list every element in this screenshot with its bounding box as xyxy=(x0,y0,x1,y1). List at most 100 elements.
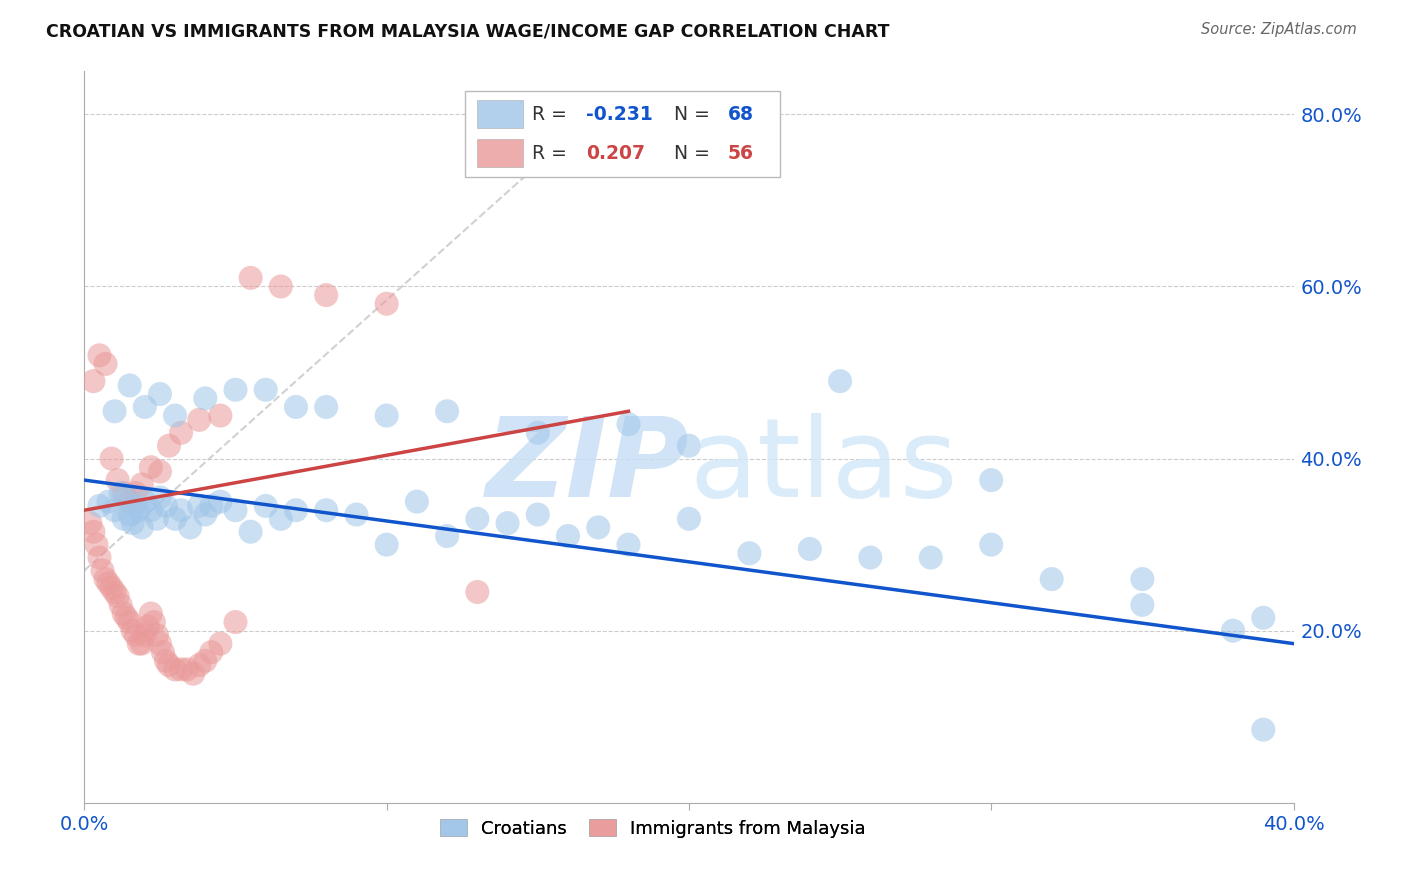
Point xyxy=(285,503,308,517)
Point xyxy=(131,477,153,491)
Point xyxy=(107,589,129,603)
Point xyxy=(270,279,292,293)
Point xyxy=(239,271,262,285)
Text: CROATIAN VS IMMIGRANTS FROM MALAYSIA WAGE/INCOME GAP CORRELATION CHART: CROATIAN VS IMMIGRANTS FROM MALAYSIA WAG… xyxy=(46,22,890,40)
Point xyxy=(194,508,217,522)
Point xyxy=(136,619,159,633)
Point xyxy=(181,666,204,681)
Point xyxy=(1040,572,1063,586)
FancyBboxPatch shape xyxy=(478,100,523,128)
Point xyxy=(89,348,111,362)
Point xyxy=(194,392,217,406)
Text: N =: N = xyxy=(675,105,716,124)
Point xyxy=(91,564,114,578)
Point xyxy=(97,576,120,591)
Point xyxy=(146,628,169,642)
Point xyxy=(467,512,489,526)
Legend: Croatians, Immigrants from Malaysia: Croatians, Immigrants from Malaysia xyxy=(433,812,873,845)
Point xyxy=(188,499,211,513)
Point xyxy=(527,425,550,440)
Point xyxy=(980,538,1002,552)
Point xyxy=(107,473,129,487)
Point xyxy=(1130,598,1153,612)
Point xyxy=(170,662,193,676)
Point xyxy=(225,383,247,397)
Point xyxy=(104,585,127,599)
Point xyxy=(139,607,162,621)
Point xyxy=(315,503,337,517)
Point xyxy=(115,491,138,505)
Text: 68: 68 xyxy=(728,105,754,124)
Point xyxy=(617,538,640,552)
Point xyxy=(239,524,262,539)
Point xyxy=(254,499,277,513)
Text: N =: N = xyxy=(675,144,716,162)
Point xyxy=(149,637,172,651)
Point xyxy=(678,439,700,453)
Point xyxy=(100,451,122,466)
Point xyxy=(125,486,148,500)
Point xyxy=(100,581,122,595)
Text: R =: R = xyxy=(531,105,572,124)
Point xyxy=(270,512,292,526)
Point xyxy=(155,654,177,668)
Point xyxy=(1253,611,1275,625)
Point xyxy=(128,637,150,651)
Text: 56: 56 xyxy=(728,144,754,162)
Point xyxy=(149,491,172,505)
Point xyxy=(188,658,211,673)
Text: R =: R = xyxy=(531,144,572,162)
Point xyxy=(170,425,193,440)
Point xyxy=(134,628,156,642)
Point xyxy=(194,654,217,668)
Point xyxy=(139,503,162,517)
Point xyxy=(157,439,180,453)
Point xyxy=(209,409,232,423)
Point xyxy=(588,520,610,534)
Point xyxy=(157,658,180,673)
Point xyxy=(209,637,232,651)
Point xyxy=(94,357,117,371)
Point xyxy=(830,374,852,388)
Point xyxy=(121,624,143,638)
Point xyxy=(86,538,108,552)
Point xyxy=(118,508,141,522)
Point xyxy=(125,499,148,513)
Point xyxy=(89,499,111,513)
Point xyxy=(225,615,247,629)
Point xyxy=(375,538,398,552)
Point xyxy=(82,524,104,539)
Point xyxy=(165,512,187,526)
Point xyxy=(97,494,120,508)
Text: ZIP: ZIP xyxy=(485,413,689,520)
Point xyxy=(920,550,942,565)
Point xyxy=(110,486,132,500)
Point xyxy=(406,494,429,508)
Point xyxy=(496,516,519,530)
Point xyxy=(115,611,138,625)
Point xyxy=(104,404,127,418)
FancyBboxPatch shape xyxy=(465,91,780,178)
Point xyxy=(152,645,174,659)
Point xyxy=(142,615,165,629)
Point xyxy=(254,383,277,397)
Text: -0.231: -0.231 xyxy=(586,105,652,124)
Point xyxy=(188,413,211,427)
Point xyxy=(89,550,111,565)
Point xyxy=(200,499,222,513)
Point xyxy=(134,494,156,508)
Point xyxy=(375,296,398,310)
Point xyxy=(94,572,117,586)
Point xyxy=(1253,723,1275,737)
Point xyxy=(118,378,141,392)
Point xyxy=(110,598,132,612)
Point xyxy=(79,516,101,530)
Point xyxy=(179,520,201,534)
Point xyxy=(104,503,127,517)
Point xyxy=(375,409,398,423)
Point xyxy=(165,409,187,423)
Point xyxy=(82,374,104,388)
Point xyxy=(527,508,550,522)
Point xyxy=(155,499,177,513)
Point xyxy=(859,550,882,565)
